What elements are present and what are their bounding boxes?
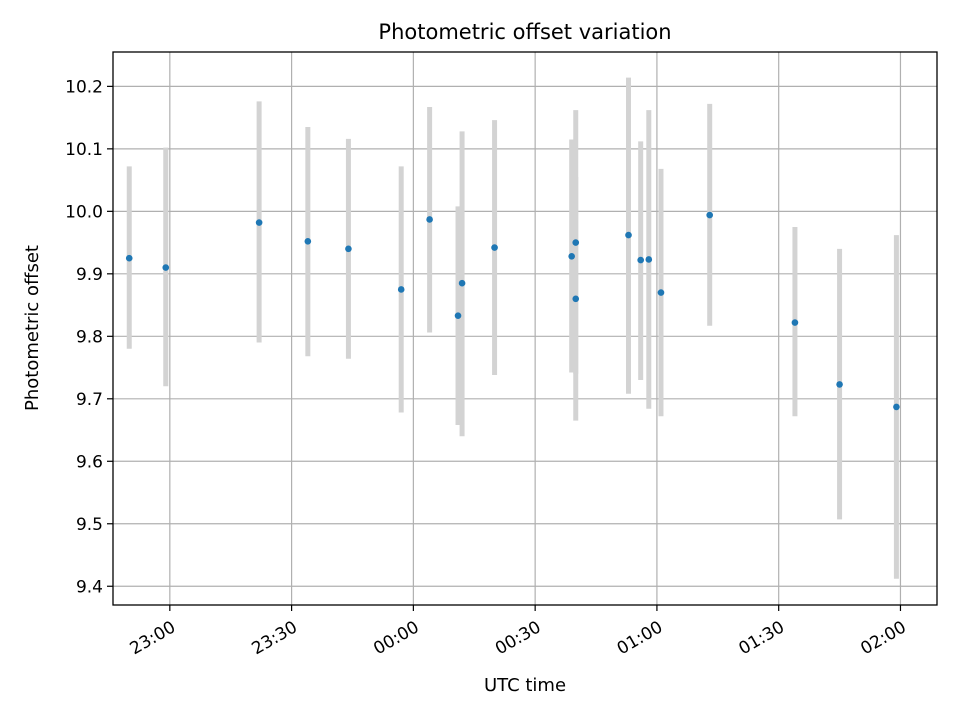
data-point — [426, 216, 433, 223]
data-point — [706, 211, 713, 219]
data-point — [625, 231, 632, 239]
data-point — [657, 289, 665, 296]
y-tick-label: 9.6 — [76, 452, 103, 472]
data-point — [255, 219, 263, 226]
data-point — [568, 253, 575, 260]
data-point — [572, 239, 580, 246]
y-tick-label: 9.7 — [76, 390, 103, 410]
x-axis-label: UTC time — [484, 675, 566, 696]
y-tick-label: 9.5 — [76, 515, 103, 535]
grid — [113, 52, 937, 605]
data-point — [572, 295, 580, 303]
y-tick-label: 9.4 — [76, 577, 103, 597]
plot-frame — [112, 51, 938, 606]
data-point — [791, 319, 799, 326]
data-points — [125, 211, 900, 411]
y-tick-label: 9.9 — [76, 265, 103, 285]
data-point — [637, 256, 644, 264]
chart-title: Photometric offset variation — [378, 20, 671, 44]
data-point — [454, 312, 462, 319]
data-point — [491, 244, 498, 251]
y-tick-label: 10.0 — [65, 202, 103, 222]
data-point — [458, 279, 466, 287]
data-point — [645, 256, 653, 263]
y-tick-label: 10.2 — [65, 77, 103, 97]
data-point — [304, 238, 312, 245]
data-point — [836, 381, 843, 388]
data-point — [397, 286, 405, 293]
data-point — [893, 403, 900, 411]
y-axis-label: Photometric offset — [22, 245, 43, 411]
data-point — [162, 264, 170, 271]
data-point — [345, 245, 352, 253]
data-point — [125, 254, 133, 262]
y-axis-ticks: 9.4 9.5 9.6 9.7 9.8 9.9 10.0 10.1 10.2 — [65, 77, 113, 597]
y-tick-label: 9.8 — [76, 327, 103, 347]
y-tick-label: 10.1 — [65, 140, 103, 160]
